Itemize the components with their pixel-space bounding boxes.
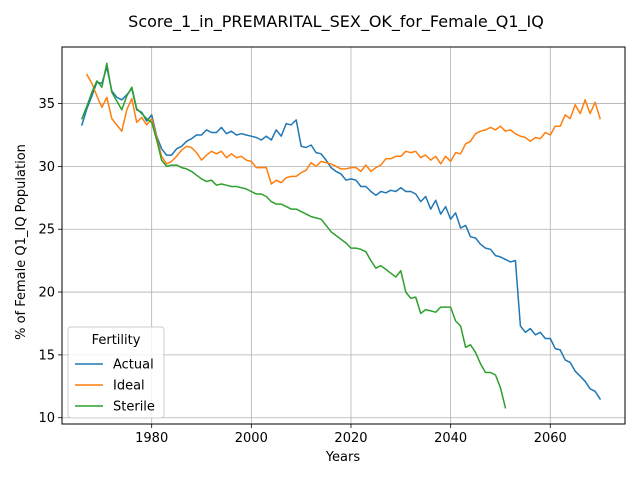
y-axis-label: % of Female Q1_IQ Population bbox=[14, 144, 29, 340]
grid bbox=[62, 47, 625, 424]
series-line-ideal bbox=[85, 73, 602, 185]
series-line-sterile bbox=[80, 62, 507, 409]
x-tick-label: 2000 bbox=[235, 431, 268, 446]
series-lines bbox=[80, 62, 602, 409]
y-tick-label: 10 bbox=[38, 411, 55, 426]
y-tick-label: 25 bbox=[38, 223, 55, 238]
legend-label-sterile: Sterile bbox=[113, 400, 155, 415]
axis-ticks: 1980 2000 2020 2040 2060 10 15 20 25 30 35 bbox=[38, 97, 566, 446]
legend-label-ideal: Ideal bbox=[113, 379, 145, 394]
legend-title: Fertility bbox=[92, 333, 141, 348]
x-tick-label: 2060 bbox=[534, 431, 567, 446]
plot-frame bbox=[61, 46, 626, 425]
series-line-actual bbox=[80, 66, 602, 400]
legend-label-actual: Actual bbox=[113, 358, 154, 373]
y-tick-label: 20 bbox=[38, 286, 55, 301]
x-tick-label: 2040 bbox=[434, 431, 467, 446]
y-tick-label: 15 bbox=[38, 348, 55, 363]
x-tick-label: 2020 bbox=[334, 431, 367, 446]
x-axis-label: Years bbox=[325, 450, 361, 465]
legend: Fertility Actual Ideal Sterile bbox=[67, 326, 165, 419]
legend-box bbox=[67, 326, 165, 419]
chart-title: Score_1_in_PREMARITAL_SEX_OK_for_Female_… bbox=[128, 12, 544, 32]
y-tick-label: 35 bbox=[38, 97, 55, 112]
x-tick-label: 1980 bbox=[135, 431, 168, 446]
y-tick-label: 30 bbox=[38, 160, 55, 175]
